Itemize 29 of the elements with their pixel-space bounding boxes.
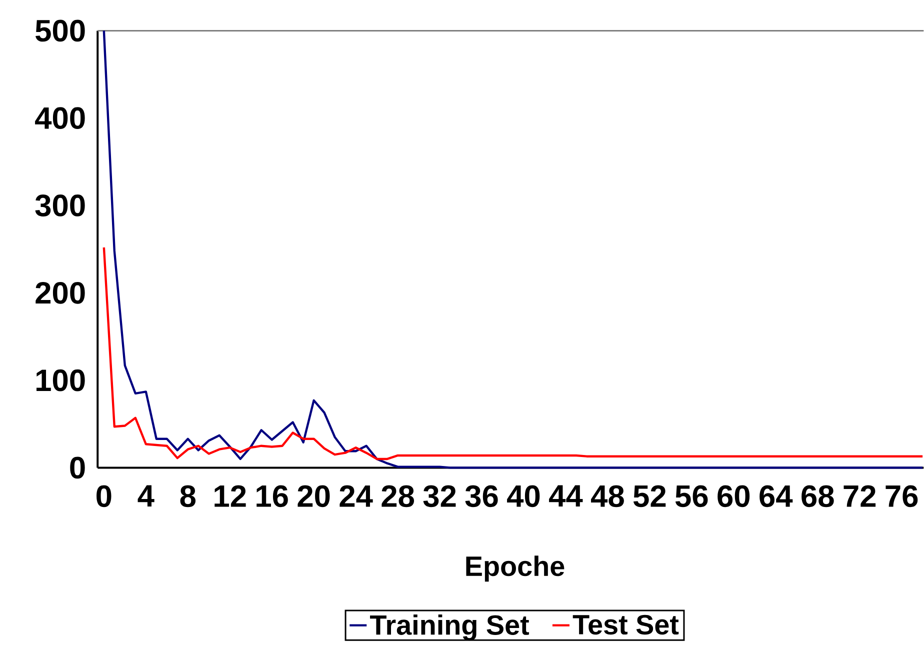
x-axis-title: Epoche [466, 556, 564, 582]
x-tick-label: 4 [138, 485, 154, 506]
y-tick-label: 300 [35, 194, 85, 216]
y-tick-label: 400 [35, 107, 85, 130]
x-tick-label: 20 [298, 485, 330, 508]
x-tick-label: 32 [423, 485, 456, 508]
x-tick-label: 60 [718, 485, 750, 508]
y-tick-label: 200 [36, 282, 85, 304]
y-tick-label: 500 [36, 20, 85, 42]
x-tick-label: 24 [340, 485, 373, 507]
x-tick-label: 72 [844, 485, 876, 507]
legend-label: Test Set [572, 614, 679, 635]
x-tick-label: 52 [633, 485, 666, 508]
x-tick-label: 64 [760, 485, 793, 508]
x-tick-label: 12 [214, 485, 246, 507]
x-tick-label: 40 [507, 485, 540, 508]
y-tick-label: 0 [70, 456, 85, 479]
y-tick-label: 100 [36, 369, 85, 392]
x-tick-label: 68 [802, 485, 834, 508]
x-tick-label: 0 [96, 485, 112, 508]
x-tick-label: 36 [465, 485, 498, 508]
x-tick-label: 28 [382, 485, 414, 508]
legend-label: Training Set [370, 614, 530, 641]
x-tick-label: 56 [675, 485, 708, 508]
x-tick-label: 76 [886, 485, 918, 508]
x-tick-label: 48 [591, 485, 624, 508]
x-tick-label: 16 [256, 485, 288, 508]
x-tick-label: 8 [180, 485, 196, 508]
x-tick-label: 44 [549, 485, 583, 506]
